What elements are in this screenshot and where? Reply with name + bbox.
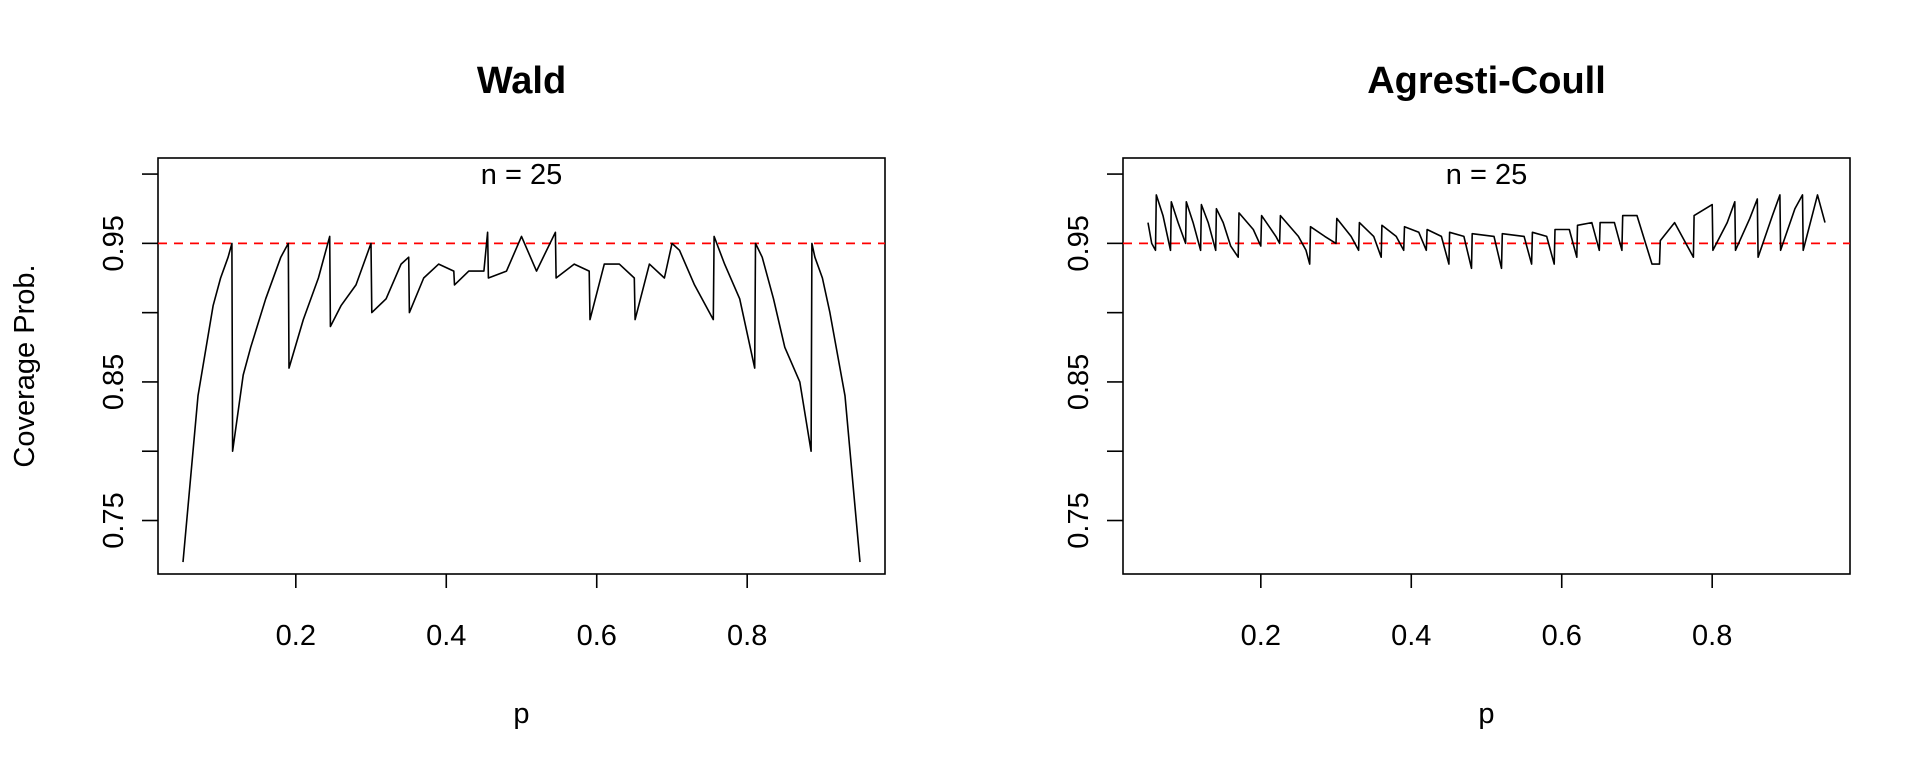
agresti-coull-y-tick-label: 0.95 [1063,215,1095,271]
agresti-coull-plot-frame [1122,157,1851,575]
wald-plot-frame [157,157,886,575]
agresti-coull-annotation: n = 25 [1446,159,1527,191]
panel-agresti-coull: Agresti-Coull n = 25 0.2 0.4 0.6 0.8 0.75 0.85 0… [1063,60,1851,730]
wald-x-tick-label: 0.4 [426,620,466,652]
panel-wald: Wald n = 25 0.2 0.4 0.6 0.8 0.75 0.85 0.95 p [98,60,886,730]
agresti-coull-x-tick-label: 0.2 [1241,620,1281,652]
agresti-coull-x-tick-label: 0.6 [1542,620,1582,652]
wald-annotation: n = 25 [481,159,562,191]
agresti-coull-x-tick-label: 0.8 [1692,620,1732,652]
wald-y-tick-label: 0.85 [98,354,130,410]
agresti-coull-y-tick-label: 0.75 [1063,492,1095,548]
agresti-coull-x-tick-label: 0.4 [1391,620,1431,652]
wald-x-tick-label: 0.8 [727,620,767,652]
agresti-coull-x-axis-label: p [1478,698,1494,730]
y-axis-label: Coverage Prob. [9,264,41,467]
wald-x-axis-label: p [513,698,529,730]
wald-title: Wald [477,60,566,102]
wald-x-tick-label: 0.2 [276,620,316,652]
agresti-coull-title: Agresti-Coull [1367,60,1606,102]
wald-x-tick-label: 0.6 [577,620,617,652]
wald-y-tick-label: 0.95 [98,215,130,271]
wald-y-tick-label: 0.75 [98,492,130,548]
wald-coverage-line [182,231,861,563]
agresti-coull-y-tick-label: 0.85 [1063,354,1095,410]
agresti-coull-coverage-line [1147,194,1826,270]
